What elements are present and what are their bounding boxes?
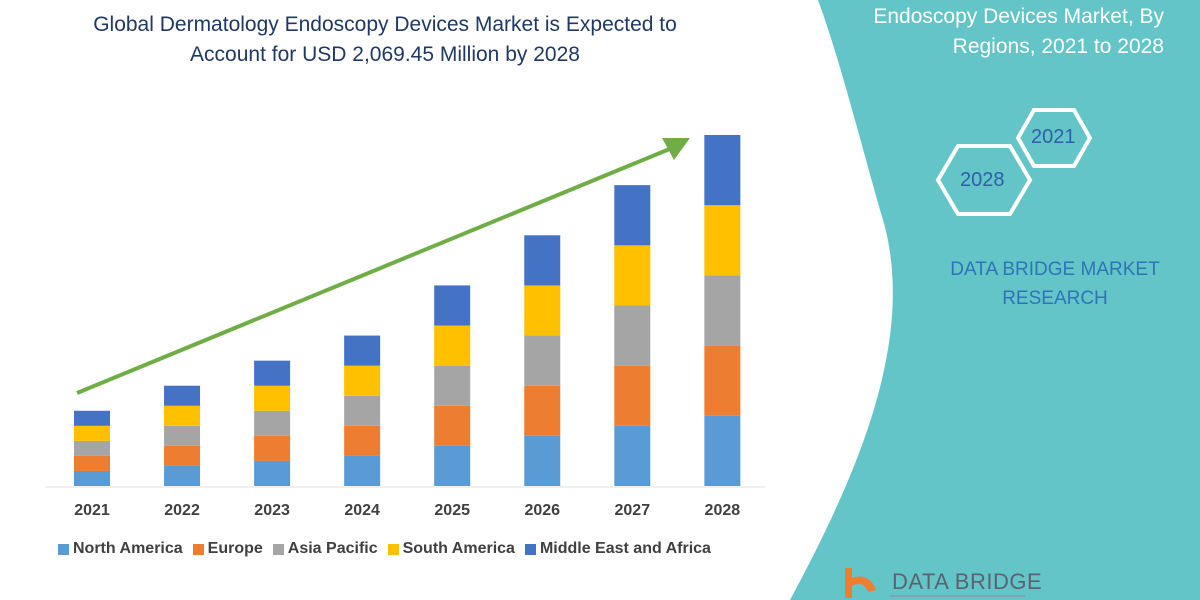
bar-segment-2023-south-america bbox=[254, 385, 291, 411]
bar-segment-2027-south-america bbox=[614, 245, 651, 306]
side-panel-shape bbox=[790, 0, 1200, 600]
bar-segment-2024-europe bbox=[344, 425, 381, 456]
brand-line-1: DATA BRIDGE MARKET bbox=[950, 259, 1160, 280]
legend-label: North America bbox=[73, 540, 183, 557]
bar-segment-2022-europe bbox=[164, 445, 201, 466]
x-tick-label-2027: 2027 bbox=[614, 502, 651, 519]
bar-segment-2025-europe bbox=[434, 405, 471, 446]
bar-segment-2024-asia-pacific bbox=[344, 395, 381, 426]
legend-label: Middle East and Africa bbox=[539, 540, 711, 557]
legend-item-europe: Europe bbox=[192, 540, 263, 558]
legend-swatch bbox=[387, 543, 399, 555]
logo-text: DATA BRIDGE bbox=[892, 569, 1043, 594]
x-tick-label-2026: 2026 bbox=[524, 502, 561, 519]
x-tick-label-2024: 2024 bbox=[344, 502, 380, 519]
trend-arrow-line bbox=[76, 146, 673, 395]
bar-segment-2022-north-america bbox=[164, 465, 201, 486]
hex-label-2021: 2021 bbox=[1031, 126, 1076, 148]
x-tick-label-2028: 2028 bbox=[704, 502, 741, 519]
legend-swatch bbox=[272, 543, 284, 555]
hexagon-2021 bbox=[1015, 108, 1093, 168]
brand-text: DATA BRIDGE MARKET RESEARCH bbox=[915, 255, 1195, 313]
bar-segment-2026-south-america bbox=[524, 285, 561, 336]
bar-segment-2027-north-america bbox=[614, 425, 651, 486]
bar-segment-2027-asia-pacific bbox=[614, 305, 651, 366]
trend-arrow-head bbox=[662, 138, 690, 160]
side-title-line-2: Regions, 2021 to 2028 bbox=[952, 35, 1164, 58]
bar-segment-2023-north-america bbox=[254, 460, 291, 486]
bar-segment-2025-north-america bbox=[434, 445, 471, 486]
hex-label-2028: 2028 bbox=[960, 169, 1005, 191]
bar-segment-2023-europe bbox=[254, 435, 291, 461]
bar-segment-2026-north-america bbox=[524, 435, 561, 486]
bar-segment-2024-south-america bbox=[344, 365, 381, 396]
logo-icon bbox=[845, 568, 876, 598]
x-tick-label-2025: 2025 bbox=[434, 502, 470, 519]
bar-segment-2025-middle-east-and-africa bbox=[434, 285, 471, 326]
bar-segment-2025-south-america bbox=[434, 325, 471, 366]
bar-segment-2028-europe bbox=[704, 345, 741, 416]
side-panel-title: Endoscopy Devices Market, By Regions, 20… bbox=[873, 2, 1164, 62]
x-tick-label-2021: 2021 bbox=[74, 502, 110, 519]
bar-segment-2028-south-america bbox=[704, 205, 741, 276]
legend-item-middle-east-and-africa: Middle East and Africa bbox=[524, 540, 711, 558]
bar-segment-2025-asia-pacific bbox=[434, 365, 471, 406]
bar-segment-2023-middle-east-and-africa bbox=[254, 360, 291, 386]
legend-swatch bbox=[524, 543, 536, 555]
bar-segment-2022-asia-pacific bbox=[164, 425, 201, 446]
legend-label: South America bbox=[402, 540, 515, 557]
legend-label: Asia Pacific bbox=[287, 540, 378, 557]
legend-swatch bbox=[192, 543, 204, 555]
bar-segment-2021-middle-east-and-africa bbox=[74, 410, 110, 426]
x-tick-label-2022: 2022 bbox=[164, 502, 200, 519]
legend: North America Europe Asia Pacific South Ame… bbox=[58, 540, 711, 558]
x-tick-label-2023: 2023 bbox=[254, 502, 290, 519]
bar-segment-2027-middle-east-and-africa bbox=[614, 185, 651, 246]
bar-segment-2024-north-america bbox=[344, 455, 381, 486]
bar-segment-2028-middle-east-and-africa bbox=[704, 135, 741, 206]
bar-segment-2022-middle-east-and-africa bbox=[164, 385, 201, 406]
bar-segment-2021-europe bbox=[74, 455, 110, 471]
bar-segment-2021-asia-pacific bbox=[74, 440, 110, 456]
brand-line-2: RESEARCH bbox=[1002, 288, 1108, 309]
bar-segment-2021-south-america bbox=[74, 425, 110, 441]
bars-group bbox=[74, 135, 741, 486]
hexagon-2028 bbox=[935, 144, 1033, 216]
bar-segment-2028-asia-pacific bbox=[704, 275, 741, 346]
legend-label: Europe bbox=[207, 540, 263, 557]
bar-segment-2022-south-america bbox=[164, 405, 201, 426]
bar-segment-2027-europe bbox=[614, 365, 651, 426]
chart-title: Global Dermatology Endoscopy Devices Mar… bbox=[40, 10, 730, 70]
legend-swatch bbox=[58, 543, 69, 555]
bar-segment-2021-north-america bbox=[74, 470, 110, 486]
title-line-2: Account for USD 2,069.45 Million by 2028 bbox=[190, 43, 580, 66]
bar-segment-2023-asia-pacific bbox=[254, 410, 291, 436]
legend-item-south-america: South America bbox=[387, 540, 515, 558]
legend-item-asia-pacific: Asia Pacific bbox=[272, 540, 378, 558]
bar-segment-2026-middle-east-and-africa bbox=[524, 235, 561, 286]
bar-segment-2026-asia-pacific bbox=[524, 335, 561, 386]
bar-segment-2026-europe bbox=[524, 385, 561, 436]
bar-segment-2028-north-america bbox=[704, 415, 741, 486]
title-line-1: Global Dermatology Endoscopy Devices Mar… bbox=[93, 13, 677, 36]
legend-item-north-america: North America bbox=[58, 540, 183, 558]
bar-segment-2024-middle-east-and-africa bbox=[344, 335, 381, 366]
side-title-line-1: Endoscopy Devices Market, By bbox=[873, 5, 1164, 28]
